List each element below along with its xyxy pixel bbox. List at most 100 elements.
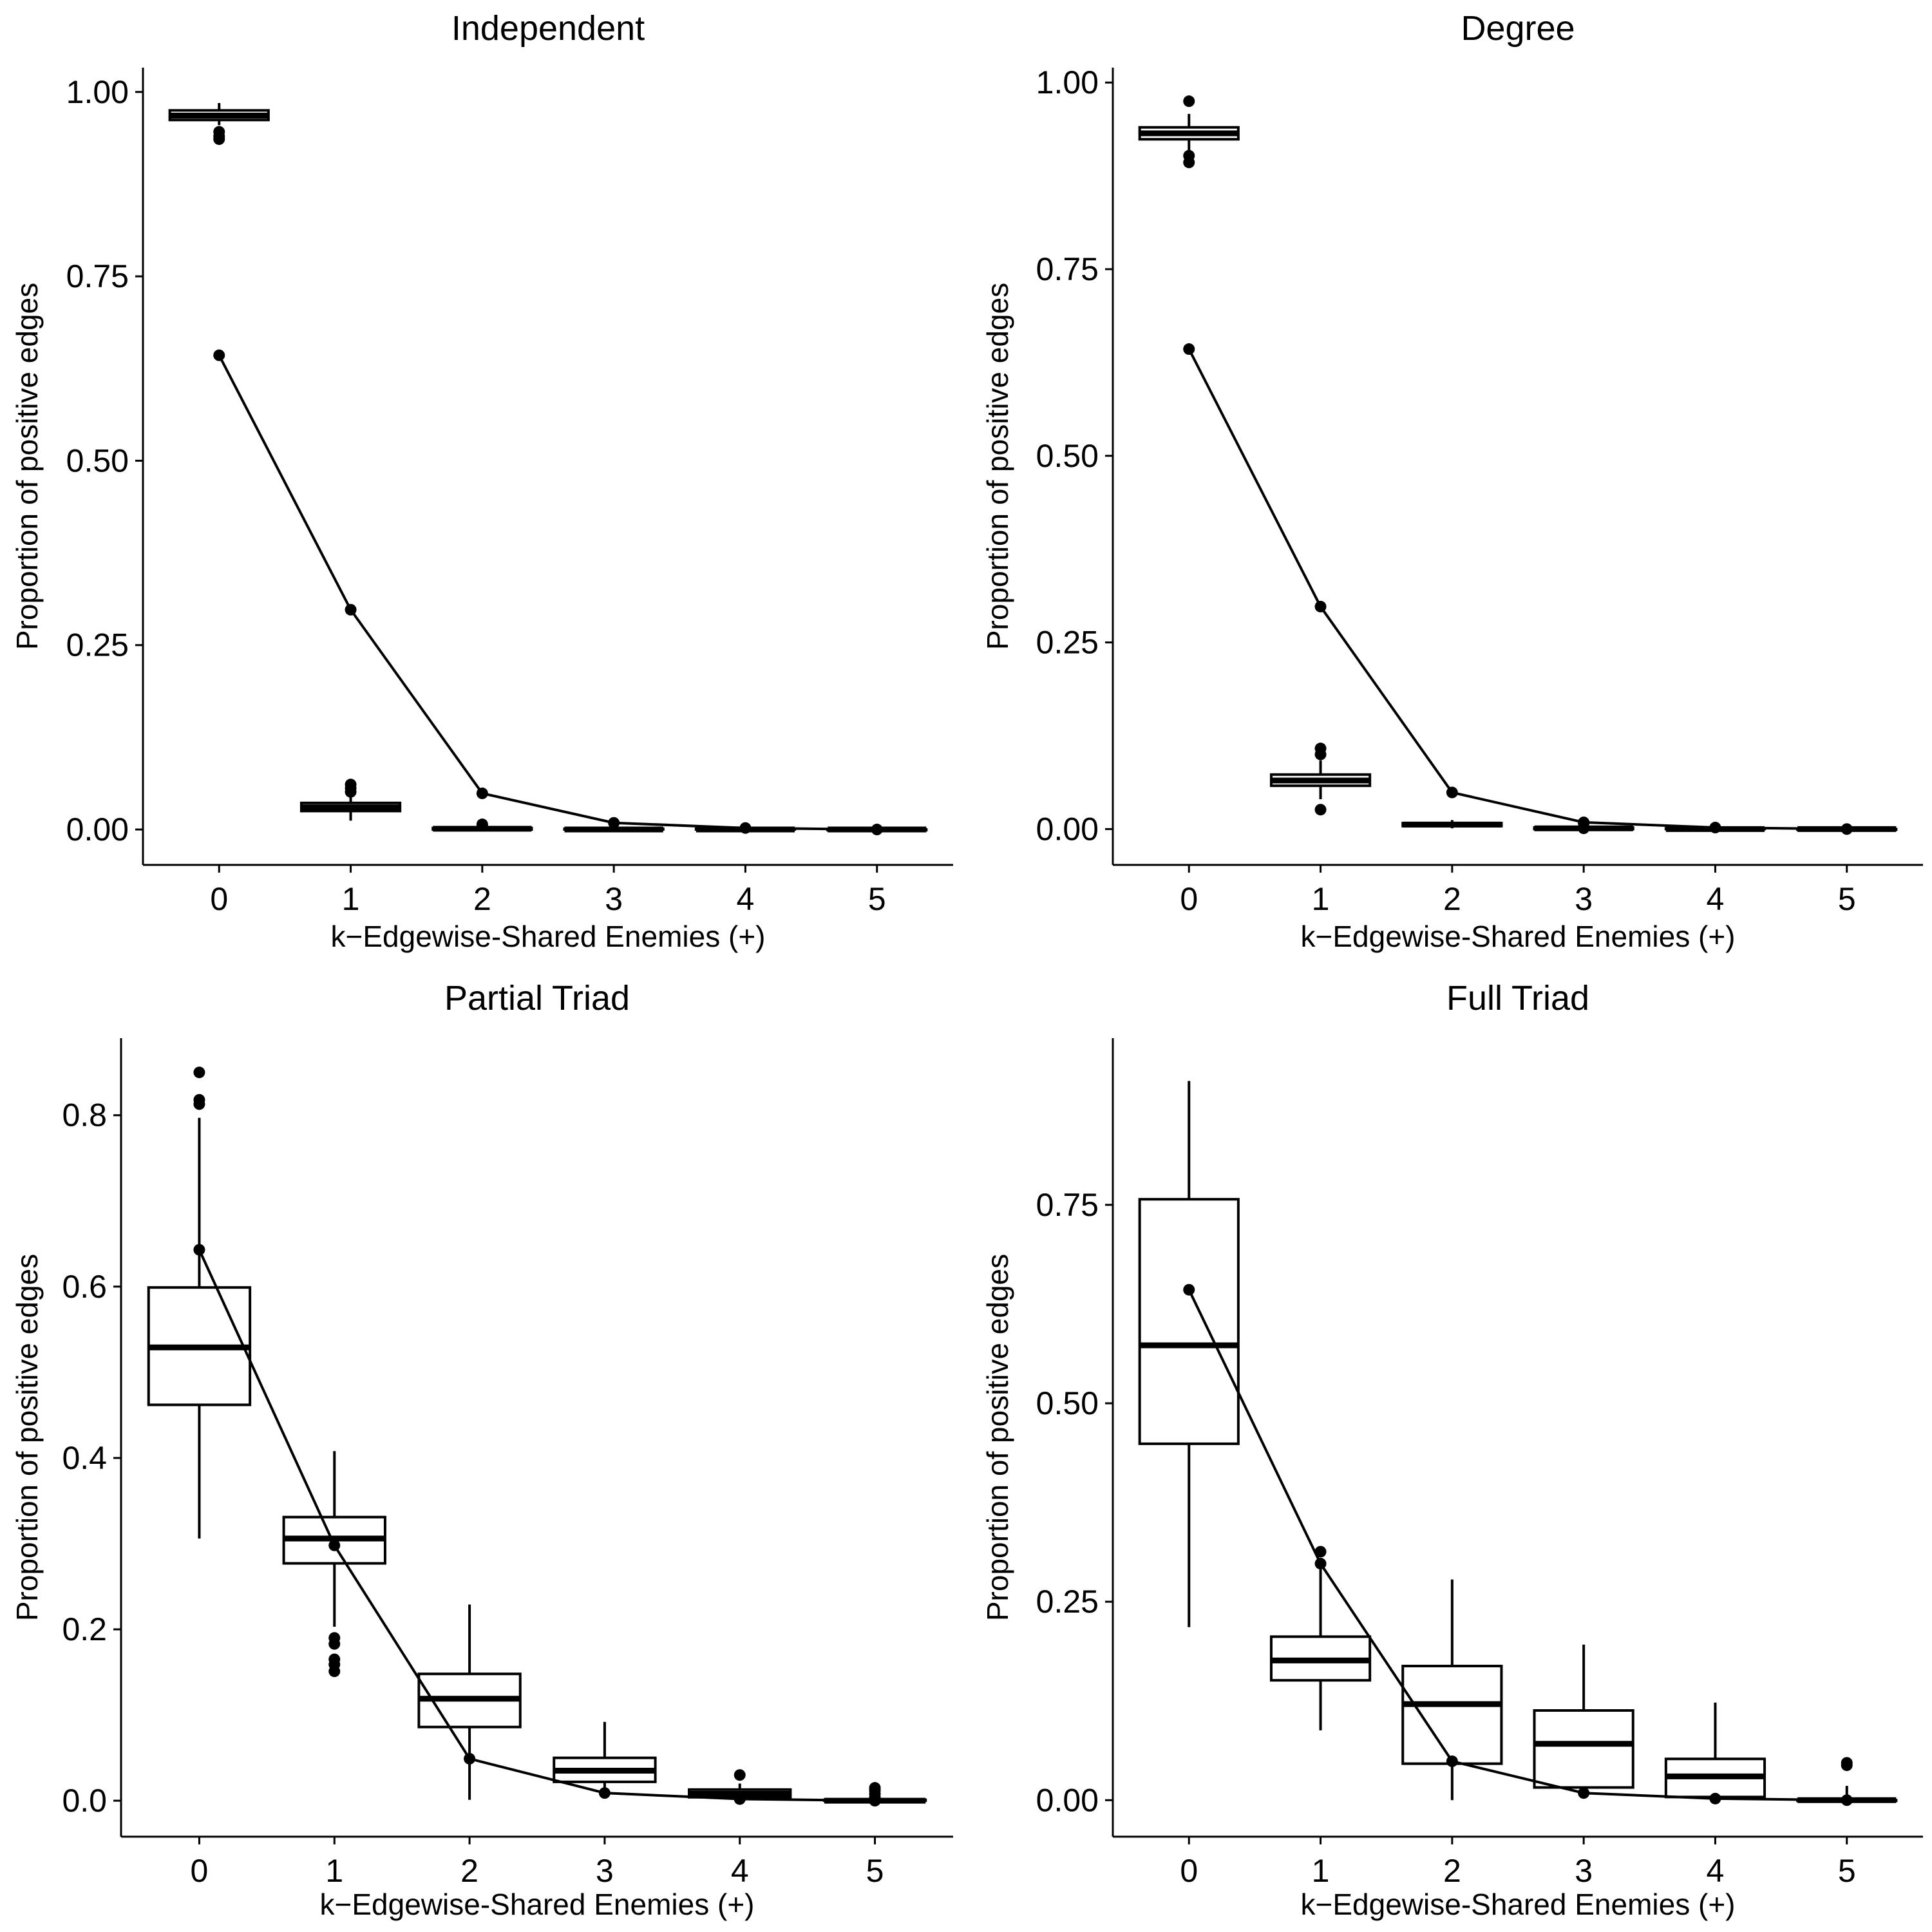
boxplot-5 xyxy=(1796,1757,1898,1803)
panel-degree: Degree 0.00 0.25 0.50 0.75 1.00 0 1 2 3 4 5 k−Edgewi… xyxy=(981,9,1923,953)
boxplot-1 xyxy=(1269,1546,1372,1730)
x-tick-label: 4 xyxy=(731,1853,749,1889)
x-tick-label: 0 xyxy=(1180,1853,1198,1889)
y-tick-label: 0.2 xyxy=(62,1611,107,1647)
x-tick-label: 3 xyxy=(1575,881,1593,917)
y-tick-label: 0.00 xyxy=(66,811,129,848)
observed-point xyxy=(608,817,620,829)
x-axis-title: k−Edgewise-Shared Enemies (+) xyxy=(1301,920,1736,953)
x-tick-label: 2 xyxy=(1443,1853,1461,1889)
x-tick-label: 2 xyxy=(473,881,491,917)
y-axis-title: Proportion of positive edges xyxy=(10,1254,44,1621)
observed-point xyxy=(1446,1755,1458,1767)
observed-point xyxy=(869,1795,881,1807)
outlier-point xyxy=(1183,156,1195,169)
observed-line xyxy=(1188,1289,1847,1802)
outlier-point xyxy=(1314,743,1327,755)
y-tick-label: 1.00 xyxy=(1036,64,1099,100)
x-tick-label: 1 xyxy=(1312,1853,1330,1889)
outlier-point xyxy=(213,133,225,146)
y-tick-label: 0.00 xyxy=(1036,811,1099,847)
boxplot-0 xyxy=(168,102,270,146)
x-tick-label: 0 xyxy=(191,1853,209,1889)
x-tick-label: 4 xyxy=(737,881,755,917)
x-tick-label: 4 xyxy=(1707,881,1725,917)
boxplot-1 xyxy=(282,1451,386,1678)
observed-point xyxy=(598,1787,611,1799)
observed-point xyxy=(1183,343,1195,355)
boxplot-2 xyxy=(431,819,533,832)
observed-point xyxy=(328,1539,341,1551)
observed-point xyxy=(1314,600,1327,612)
x-tick-label: 2 xyxy=(1443,881,1461,917)
y-tick-label: 0.50 xyxy=(1036,438,1099,474)
panel-independent: Independent 0.00 0.25 0.50 0.75 1.00 0 1 2 3 4 5 k−E… xyxy=(10,9,953,953)
y-tick-label: 0.75 xyxy=(1036,1187,1099,1223)
observed-line xyxy=(218,354,877,831)
x-tick-label: 4 xyxy=(1707,1853,1725,1889)
panel-partial-triad: Partial Triad 0.0 0.2 0.4 0.6 0.8 0 1 2 3 4 5 k−Edge… xyxy=(10,979,953,1921)
outlier-point xyxy=(1314,804,1327,816)
y-tick-label: 0.8 xyxy=(62,1097,107,1133)
boxplot-2 xyxy=(417,1604,522,1800)
observed-line xyxy=(198,1249,875,1803)
outlier-point xyxy=(193,1066,205,1079)
panel-title: Independent xyxy=(451,9,645,48)
observed-point xyxy=(1578,816,1590,828)
observed-point xyxy=(739,822,752,834)
x-tick-label: 1 xyxy=(325,1853,343,1889)
x-tick-label: 5 xyxy=(1838,881,1856,917)
y-tick-label: 0.50 xyxy=(1036,1385,1099,1421)
panel-title: Degree xyxy=(1461,9,1575,48)
x-tick-label: 0 xyxy=(210,881,228,917)
y-tick-label: 0.00 xyxy=(1036,1782,1099,1818)
x-tick-label: 0 xyxy=(1180,881,1198,917)
panel-title: Full Triad xyxy=(1446,979,1589,1018)
observed-point xyxy=(464,1752,476,1765)
observed-point xyxy=(1183,1283,1195,1296)
panel-full-triad: Full Triad 0.00 0.25 0.50 0.75 0 1 2 3 4 5 k−Edgewi… xyxy=(981,979,1923,1921)
observed-point xyxy=(1709,822,1721,834)
boxplot-0 xyxy=(147,1066,252,1539)
x-tick-label: 3 xyxy=(1575,1853,1593,1889)
y-tick-label: 0.0 xyxy=(62,1783,107,1819)
boxplot-2 xyxy=(1401,1579,1503,1801)
x-tick-label: 2 xyxy=(460,1853,478,1889)
observed-point xyxy=(476,787,488,799)
outlier-point xyxy=(328,1665,341,1678)
y-tick-label: 0.25 xyxy=(1036,625,1099,661)
y-tick-label: 1.00 xyxy=(66,74,129,110)
observed-line xyxy=(1188,348,1847,831)
x-tick-label: 5 xyxy=(868,881,886,917)
x-tick-label: 5 xyxy=(866,1853,884,1889)
observed-point xyxy=(193,1244,205,1256)
x-axis-title: k−Edgewise-Shared Enemies (+) xyxy=(320,1888,755,1921)
iqr-box xyxy=(1401,1664,1503,1765)
outlier-point xyxy=(1183,95,1195,108)
outlier-point xyxy=(734,1769,746,1781)
y-axis-title: Proportion of positive edges xyxy=(981,1254,1014,1621)
x-tick-label: 3 xyxy=(605,881,623,917)
boxplot-1 xyxy=(299,779,402,821)
observed-point xyxy=(1709,1792,1721,1804)
panel-title: Partial Triad xyxy=(444,979,630,1018)
boxplot-2 xyxy=(1401,820,1503,829)
boxplot-0 xyxy=(1138,1081,1240,1627)
y-tick-label: 0.75 xyxy=(66,258,129,294)
boxplot-4 xyxy=(1664,1702,1766,1801)
observed-point xyxy=(1578,1787,1590,1799)
x-axis-title: k−Edgewise-Shared Enemies (+) xyxy=(1301,1888,1736,1921)
y-tick-label: 0.75 xyxy=(1036,251,1099,287)
x-tick-label: 1 xyxy=(342,881,360,917)
observed-point xyxy=(1446,786,1458,799)
observed-point xyxy=(213,349,225,361)
observed-point xyxy=(1841,1794,1853,1806)
x-tick-label: 5 xyxy=(1838,1853,1856,1889)
observed-point xyxy=(734,1793,746,1805)
x-tick-label: 3 xyxy=(596,1853,614,1889)
observed-point xyxy=(1841,823,1853,835)
outlier-point xyxy=(328,1638,341,1650)
x-axis-title: k−Edgewise-Shared Enemies (+) xyxy=(331,920,766,953)
x-tick-label: 1 xyxy=(1312,881,1330,917)
observed-point xyxy=(345,603,357,616)
